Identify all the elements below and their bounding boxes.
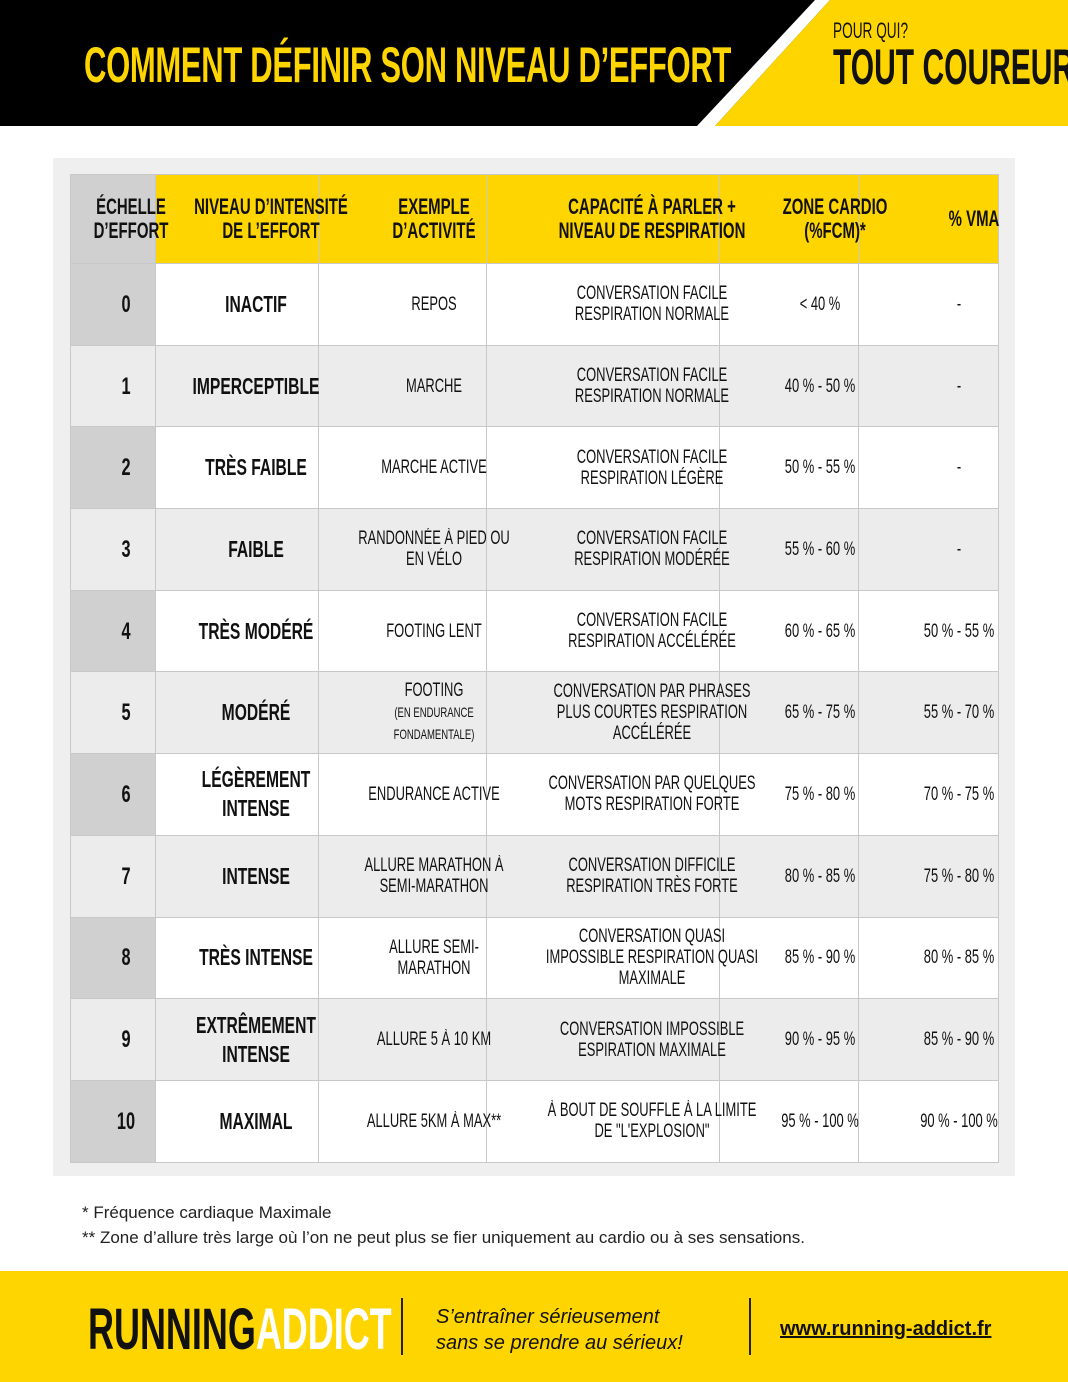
- breathing-cell: CONVERSATION DIFFICILE RESPIRATION TRÈS …: [486, 834, 738, 918]
- header-vma: % VMA: [858, 174, 999, 264]
- breathing-cell: CONVERSATION FACILE RESPIRATION NORMALE: [486, 263, 729, 346]
- cardio-cell: < 40 %: [719, 263, 859, 346]
- website-link[interactable]: www.running-addict.fr: [780, 1318, 992, 1340]
- example-cell: FOOTING LENT: [318, 589, 487, 673]
- vma-cell: 75 % - 80 %: [858, 834, 999, 918]
- level-cell: FAIBLE: [155, 508, 319, 591]
- header-cardio-zone: ZONE CARDIO (%FCM)*: [719, 174, 887, 264]
- divider: [401, 1298, 403, 1355]
- vma-cell: -: [858, 344, 999, 428]
- example-cell: RANDONNÉE À PIED OU EN VÉLO: [318, 508, 510, 591]
- scale-cell: 9: [70, 998, 156, 1081]
- example-cell: ALLURE 5 À 10 KM: [318, 998, 491, 1081]
- divider: [749, 1298, 751, 1355]
- example-cell: ALLURE 5KM À MAX**: [318, 1079, 501, 1163]
- cardio-cell: 85 % - 90 %: [719, 916, 859, 1000]
- cardio-cell: 95 % - 100 %: [719, 1079, 859, 1163]
- breathing-cell: CONVERSATION IMPOSSIBLE ESPIRATION MAXIM…: [486, 998, 744, 1081]
- breathing-cell: CONVERSATION PAR QUELQUES MOTS RESPIRATI…: [486, 753, 755, 836]
- level-cell: TRÈS FAIBLE: [155, 426, 319, 510]
- scale-cell: 4: [70, 589, 156, 673]
- scale-cell: 10: [70, 1079, 156, 1163]
- scale-cell: 5: [70, 671, 156, 755]
- table-row: 10 MAXIMAL ALLURE 5KM À MAX** À BOUT DE SOU…: [70, 1079, 999, 1163]
- cardio-cell: 65 % - 75 %: [719, 671, 859, 755]
- level-cell: INACTIF: [155, 263, 319, 346]
- table-row: 6 LÉGÈREMENT INTENSE ENDURANCE ACTIVE CONVE…: [70, 753, 999, 836]
- level-cell: MODÉRÉ: [155, 671, 319, 755]
- level-cell: TRÈS INTENSE: [155, 916, 319, 1000]
- cardio-cell: 75 % - 80 %: [719, 753, 859, 836]
- breathing-cell: CONVERSATION PAR PHRASES PLUS COURTES RE…: [486, 671, 750, 755]
- vma-cell: 55 % - 70 %: [858, 671, 999, 755]
- audience-value: TOUT COUREUR: [833, 39, 1068, 95]
- breathing-cell: CONVERSATION FACILE RESPIRATION NORMALE: [486, 344, 729, 428]
- table-row: 8 TRÈS INTENSE ALLURE SEMI-MARATHON CONVERS…: [70, 916, 999, 1000]
- breathing-cell: CONVERSATION FACILE RESPIRATION LÉGÈRE: [486, 426, 727, 510]
- cardio-cell: 90 % - 95 %: [719, 998, 859, 1081]
- cardio-cell: 40 % - 50 %: [719, 344, 859, 428]
- cardio-cell: 50 % - 55 %: [719, 426, 859, 510]
- level-cell: MAXIMAL: [155, 1079, 319, 1163]
- footnotes: * Fréquence cardiaque Maximale ** Zone d…: [82, 1200, 805, 1250]
- header-banner: COMMENT DÉFINIR SON NIVEAU D’EFFORT POUR…: [0, 0, 1068, 126]
- header-scale: ÉCHELLE D’EFFORT: [70, 174, 168, 264]
- level-cell: TRÈS MODÉRÉ: [155, 589, 319, 673]
- running-addict-logo: RUNNINGADDICT: [88, 1297, 392, 1362]
- scale-cell: 6: [70, 753, 156, 836]
- header-breathing: CAPACITÉ À PARLER + NIVEAU DE RESPIRATIO…: [486, 174, 745, 264]
- table-row: 3 FAIBLE RANDONNÉE À PIED OU EN VÉLO CONVER…: [70, 508, 999, 591]
- scale-cell: 1: [70, 344, 156, 428]
- example-cell: MARCHE ACTIVE: [318, 426, 487, 510]
- audience-label: POUR QUI?: [833, 18, 909, 43]
- table-row: 7 INTENSE ALLURE MARATHON À SEMI-MARATHON C…: [70, 834, 999, 918]
- scale-cell: 2: [70, 426, 156, 510]
- example-cell: ENDURANCE ACTIVE: [318, 753, 500, 836]
- table-row: 0 INACTIF REPOS CONVERSATION FACILE RESPIRA…: [70, 263, 999, 346]
- example-note: (EN ENDURANCE FONDAMENTALE): [393, 704, 475, 743]
- header-example: EXEMPLE D’ACTIVITÉ: [318, 174, 487, 264]
- breathing-cell: CONVERSATION FACILE RESPIRATION ACCÉLÉRÉ…: [486, 589, 736, 673]
- table-row: 9 EXTRÊMEMENT INTENSE ALLURE 5 À 10 KM CONV…: [70, 998, 999, 1081]
- footer: RUNNINGADDICT S’entraîner sérieusement s…: [0, 1271, 1068, 1382]
- level-cell: EXTRÊMEMENT INTENSE: [155, 998, 319, 1081]
- table-header-row: ÉCHELLE D’EFFORT NIVEAU D’INTENSITÉ DE L’…: [70, 174, 999, 264]
- page-title: COMMENT DÉFINIR SON NIVEAU D’EFFORT: [84, 37, 732, 93]
- vma-cell: -: [858, 263, 999, 346]
- scale-cell: 7: [70, 834, 156, 918]
- cardio-cell: 55 % - 60 %: [719, 508, 859, 591]
- table-row: 2 TRÈS FAIBLE MARCHE ACTIVE CONVERSATION FA…: [70, 426, 999, 510]
- table-row: 5 MODÉRÉ FOOTING (EN ENDURANCE FONDAMENTALE…: [70, 671, 999, 755]
- example-cell: FOOTING (EN ENDURANCE FONDAMENTALE): [318, 671, 487, 755]
- level-cell: IMPERCEPTIBLE: [155, 344, 319, 428]
- vma-cell: 70 % - 75 %: [858, 753, 999, 836]
- breathing-cell: CONVERSATION FACILE RESPIRATION MODÉRÉE: [486, 508, 730, 591]
- vma-cell: 90 % - 100 %: [858, 1079, 999, 1163]
- scale-cell: 0: [70, 263, 156, 346]
- example-cell: REPOS: [318, 263, 487, 346]
- breathing-cell: CONVERSATION QUASI IMPOSSIBLE RESPIRATIO…: [486, 916, 758, 1000]
- level-cell: INTENSE: [155, 834, 319, 918]
- table-row: 1 IMPERCEPTIBLE MARCHE CONVERSATION FACILE …: [70, 344, 999, 428]
- footnote-2: ** Zone d’allure très large où l’on ne p…: [82, 1228, 805, 1247]
- vma-cell: 80 % - 85 %: [858, 916, 999, 1000]
- example-cell: ALLURE MARATHON À SEMI-MARATHON: [318, 834, 504, 918]
- table-row: 4 TRÈS MODÉRÉ FOOTING LENT CONVERSATION FAC…: [70, 589, 999, 673]
- scale-cell: 8: [70, 916, 156, 1000]
- footnote-1: * Fréquence cardiaque Maximale: [82, 1203, 332, 1222]
- example-cell: ALLURE SEMI-MARATHON: [318, 916, 487, 1000]
- vma-cell: 50 % - 55 %: [858, 589, 999, 673]
- tagline: S’entraîner sérieusement sans se prendre…: [436, 1306, 683, 1354]
- effort-table: ÉCHELLE D’EFFORT NIVEAU D’INTENSITÉ DE L’…: [70, 174, 999, 1163]
- level-cell: LÉGÈREMENT INTENSE: [155, 753, 319, 836]
- cardio-cell: 80 % - 85 %: [719, 834, 859, 918]
- header-intensity: NIVEAU D’INTENSITÉ DE L’EFFORT: [155, 174, 348, 264]
- vma-cell: -: [858, 426, 999, 510]
- scale-cell: 3: [70, 508, 156, 591]
- vma-cell: -: [858, 508, 999, 591]
- vma-cell: 85 % - 90 %: [858, 998, 999, 1081]
- example-cell: MARCHE: [318, 344, 487, 428]
- breathing-cell: À BOUT DE SOUFFLE À LA LIMITE DE "L'EXPL…: [486, 1079, 756, 1163]
